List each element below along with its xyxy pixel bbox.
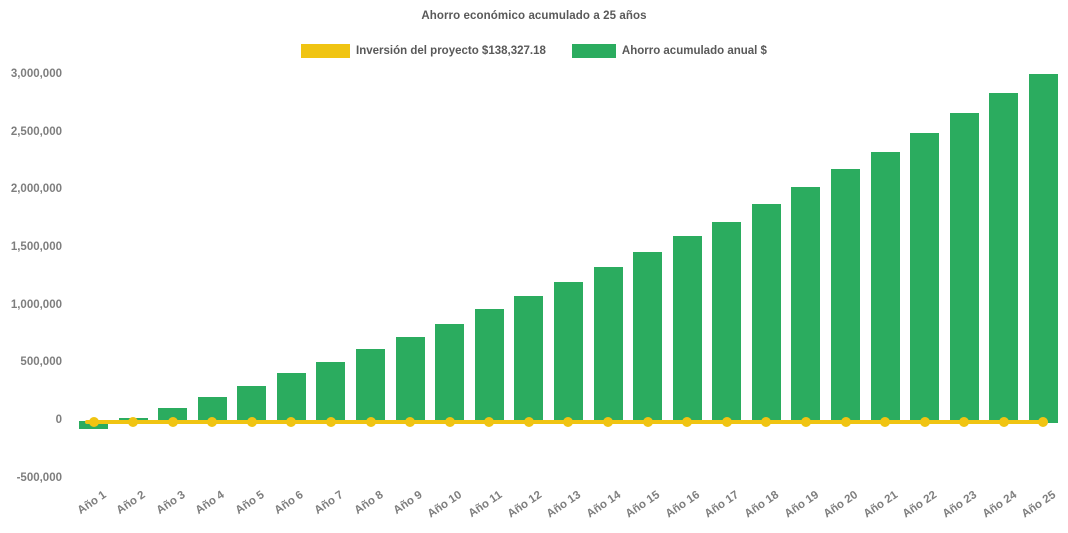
investment-line-marker bbox=[563, 417, 574, 427]
investment-line-marker bbox=[286, 417, 297, 427]
savings-bar bbox=[831, 169, 861, 423]
savings-color-swatch bbox=[571, 44, 616, 58]
investment-line-marker bbox=[959, 417, 970, 427]
x-axis-label: Año 9 bbox=[391, 489, 425, 517]
y-axis-label: 2,500,000 bbox=[10, 125, 62, 138]
x-axis-label: Año 24 bbox=[980, 489, 1019, 521]
investment-line-marker bbox=[325, 417, 336, 427]
legend-item-investment: Inversión del proyecto $138,327.18 bbox=[301, 44, 546, 58]
y-axis-label: 2,000,000 bbox=[10, 183, 62, 196]
y-axis-label: 0 bbox=[55, 414, 62, 426]
x-axis-label: Año 7 bbox=[312, 489, 346, 517]
x-axis-label: Año 2 bbox=[114, 489, 148, 517]
savings-bar bbox=[356, 349, 386, 423]
savings-bar bbox=[672, 236, 702, 423]
chart-legend: Inversión del proyecto $138,327.18 Ahorr… bbox=[0, 44, 1068, 58]
y-axis-label: -500,000 bbox=[16, 471, 62, 484]
x-axis-label: Año 21 bbox=[861, 489, 900, 521]
x-axis-label: Año 6 bbox=[272, 489, 307, 517]
legend-label-investment: Inversión del proyecto $138,327.18 bbox=[356, 45, 546, 57]
x-axis-label: Año 14 bbox=[584, 489, 623, 521]
savings-bar bbox=[633, 252, 663, 423]
savings-bar bbox=[395, 336, 425, 423]
x-axis-label: Año 20 bbox=[821, 489, 861, 521]
investment-line-marker bbox=[167, 417, 178, 427]
investment-line-marker bbox=[642, 417, 653, 427]
x-axis-label: Año 4 bbox=[193, 489, 227, 517]
x-axis-label: Año 18 bbox=[742, 489, 782, 521]
investment-line-marker bbox=[1038, 417, 1049, 427]
savings-bar bbox=[1028, 74, 1058, 423]
savings-bar bbox=[553, 282, 583, 423]
investment-line-marker bbox=[207, 417, 218, 427]
investment-color-swatch bbox=[301, 44, 351, 58]
chart-title: Ahorro económico acumulado a 25 años bbox=[421, 10, 647, 22]
x-axis-label: Año 10 bbox=[425, 489, 465, 521]
x-axis-label: Año 3 bbox=[154, 489, 188, 517]
investment-line-marker bbox=[800, 417, 811, 427]
investment-line-marker bbox=[919, 417, 930, 427]
legend-item-savings: Ahorro acumulado anual $ bbox=[571, 44, 767, 58]
x-axis-label: Año 16 bbox=[663, 489, 702, 521]
investment-line-marker bbox=[444, 417, 455, 427]
y-axis-label: 3,000,000 bbox=[10, 68, 62, 80]
x-axis-label: Año 23 bbox=[940, 489, 980, 521]
savings-bar bbox=[712, 221, 742, 423]
y-axis-label: 1,000,000 bbox=[10, 298, 62, 311]
savings-bar bbox=[989, 93, 1019, 423]
y-axis-label: 500,000 bbox=[20, 356, 62, 369]
x-axis-label: Año 1 bbox=[75, 489, 109, 517]
savings-bar bbox=[791, 187, 821, 423]
x-axis-label: Año 11 bbox=[466, 489, 505, 521]
investment-line-marker bbox=[721, 417, 732, 427]
x-axis-label: Año 25 bbox=[1019, 489, 1059, 521]
savings-bar bbox=[474, 309, 504, 423]
investment-line-marker bbox=[484, 417, 495, 427]
savings-bar bbox=[751, 204, 781, 423]
legend-label-savings: Ahorro acumulado anual $ bbox=[621, 45, 767, 57]
investment-line-marker bbox=[523, 417, 534, 427]
savings-bar bbox=[949, 113, 979, 423]
investment-line-marker bbox=[365, 417, 376, 427]
investment-line-marker bbox=[880, 417, 891, 427]
x-axis-label: Año 12 bbox=[505, 489, 544, 521]
y-axis-label: 1,500,000 bbox=[10, 241, 62, 253]
savings-bar bbox=[237, 385, 267, 423]
investment-line-marker bbox=[761, 417, 772, 427]
investment-line-marker bbox=[998, 417, 1009, 427]
x-axis-label: Año 17 bbox=[703, 489, 742, 521]
x-axis-label: Año 22 bbox=[900, 489, 940, 521]
investment-line-marker bbox=[603, 417, 614, 427]
savings-bar bbox=[910, 132, 940, 423]
investment-line-marker bbox=[840, 417, 851, 427]
savings-bar bbox=[593, 267, 623, 423]
investment-line-marker bbox=[682, 417, 693, 427]
savings-bar bbox=[158, 408, 188, 423]
savings-bar bbox=[514, 296, 544, 423]
investment-line-marker bbox=[246, 417, 257, 427]
x-axis-label: Año 8 bbox=[352, 489, 386, 517]
savings-bar bbox=[435, 324, 465, 423]
savings-bar bbox=[870, 151, 900, 423]
investment-line-marker bbox=[88, 417, 99, 427]
x-axis-label: Año 19 bbox=[782, 489, 821, 521]
savings-bar bbox=[316, 362, 346, 423]
investment-line-marker bbox=[128, 417, 139, 427]
investment-line-marker bbox=[405, 417, 416, 427]
savings-bar bbox=[276, 373, 306, 423]
x-axis-label: Año 5 bbox=[233, 489, 267, 517]
x-axis-label: Año 15 bbox=[623, 489, 663, 521]
x-axis-label: Año 13 bbox=[544, 489, 584, 521]
